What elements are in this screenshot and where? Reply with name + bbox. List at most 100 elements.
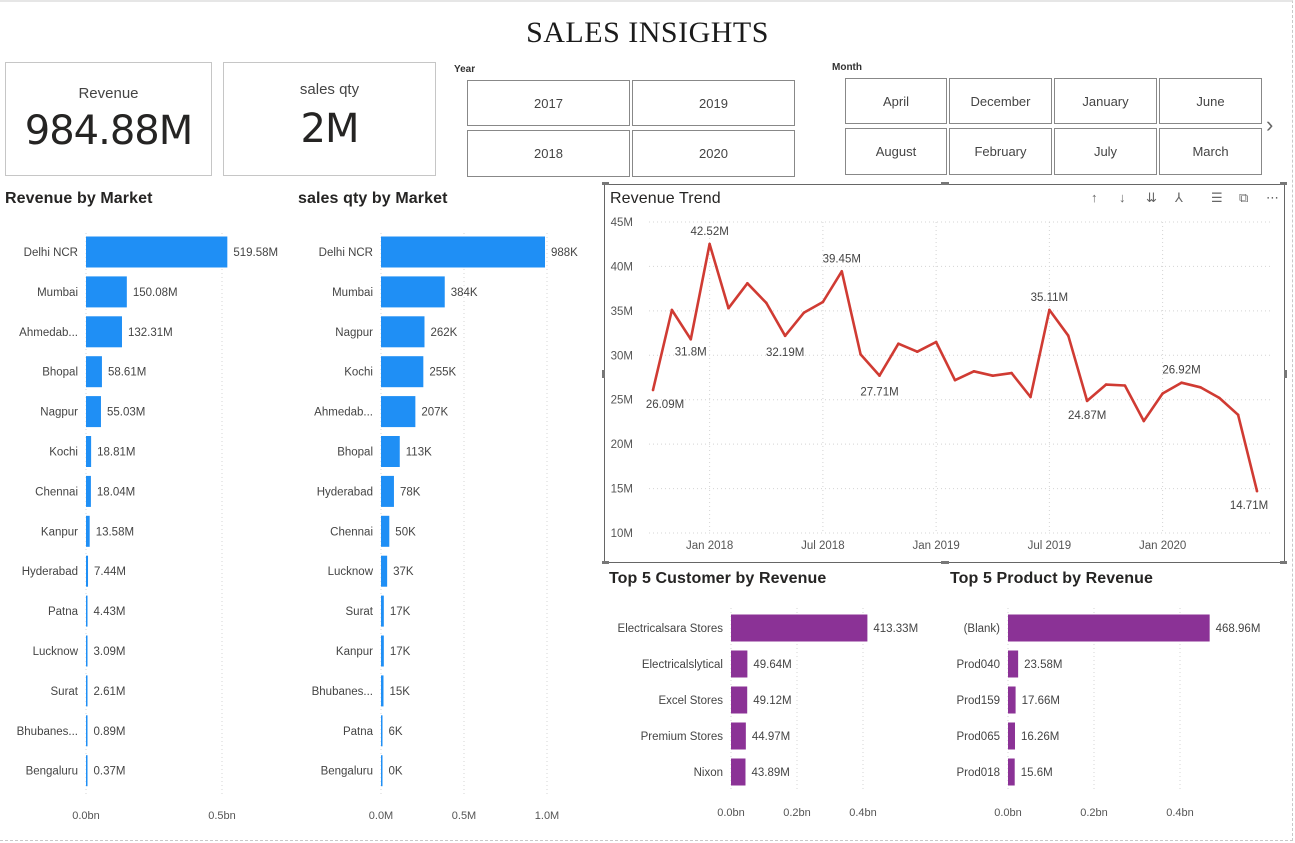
filter-icon[interactable]: ☰ [1211,190,1223,205]
data-point[interactable] [991,374,995,378]
bar[interactable] [731,722,746,750]
bar[interactable] [731,614,868,642]
bar[interactable] [86,515,90,547]
data-point[interactable] [1236,413,1240,417]
bar[interactable] [381,515,390,547]
sales-qty-card[interactable]: sales qty 2M [223,62,436,176]
data-point[interactable] [1142,419,1146,423]
bar[interactable] [381,475,394,507]
data-point[interactable] [783,334,787,338]
month-option-july[interactable]: July [1054,128,1157,175]
month-option-february[interactable]: February [949,128,1052,175]
data-point[interactable] [934,340,938,344]
data-point[interactable] [670,308,674,312]
qty-by-market-chart[interactable]: 0.0M 0.5M 1.0M Delhi NCR 988K Mumbai 384K Nagpu… [290,225,590,825]
data-point[interactable] [1180,381,1183,384]
bar[interactable] [86,715,88,747]
month-option-august[interactable]: August [845,128,947,175]
data-point[interactable] [1104,383,1108,386]
year-option-2019[interactable]: 2019 [632,80,795,126]
bar[interactable] [731,686,748,714]
data-point[interactable] [727,306,730,310]
resize-handle-left[interactable] [602,370,605,378]
focus-mode-icon[interactable]: ⧉ [1239,190,1249,205]
data-point[interactable] [1255,489,1259,493]
bar[interactable] [381,555,388,587]
bar[interactable] [381,635,384,667]
data-point[interactable] [878,374,881,377]
bar[interactable] [381,396,416,428]
bar[interactable] [86,316,122,348]
bar[interactable] [86,595,88,627]
bar[interactable] [381,595,384,627]
month-option-january[interactable]: January [1054,78,1157,124]
bar[interactable] [86,555,89,587]
arrow-down-icon[interactable]: ↓ [1119,190,1126,205]
bar[interactable] [86,475,91,507]
bar[interactable] [86,436,92,467]
bar[interactable] [381,755,383,787]
data-point[interactable] [1085,399,1089,403]
bar[interactable] [86,635,88,667]
bar[interactable] [381,316,425,348]
data-point[interactable] [840,270,844,273]
data-point[interactable] [972,369,976,373]
arrow-up-icon[interactable]: ↑ [1091,190,1098,205]
month-option-december[interactable]: December [949,78,1052,124]
revenue-trend-chart[interactable]: 10M 15M 20M 25M 30M 35M 40M 45M Jan 2018 Jul 2018… [605,210,1283,560]
resize-handle-corner-br[interactable] [1280,561,1287,564]
bar[interactable] [86,396,101,428]
data-point[interactable] [651,388,655,392]
month-option-june[interactable]: June [1159,78,1262,124]
data-point[interactable] [897,342,900,346]
data-point[interactable] [1199,385,1202,389]
bar[interactable] [381,356,424,388]
top5-product-chart[interactable]: 0.0bn 0.2bn 0.4bn (Blank) 468.96M Prod040 23.5… [945,600,1285,830]
data-point[interactable] [1029,395,1032,399]
resize-handle-corner-tl[interactable] [602,182,609,185]
bar[interactable] [381,715,383,747]
resize-handle-corner-tr[interactable] [1280,182,1287,185]
bar[interactable] [1008,650,1019,678]
data-point[interactable] [746,282,749,285]
bar[interactable] [1008,758,1015,786]
data-point[interactable] [821,300,825,304]
more-options-icon[interactable]: ⋯ [1266,190,1279,205]
data-point[interactable] [1048,308,1051,312]
data-point[interactable] [859,353,862,356]
year-option-2017[interactable]: 2017 [467,80,630,126]
bar[interactable] [86,356,102,388]
bar[interactable] [731,758,746,786]
data-point[interactable] [1123,384,1127,387]
bar[interactable] [86,755,88,787]
year-option-2018[interactable]: 2018 [467,130,630,177]
double-arrow-down-icon[interactable]: ⇊ [1146,190,1157,205]
bar[interactable] [381,675,384,707]
bar[interactable] [86,276,127,308]
data-point[interactable] [1066,334,1070,338]
resize-handle-right[interactable] [1284,370,1287,378]
resize-handle-corner-bl[interactable] [602,561,609,564]
month-option-april[interactable]: April [845,78,947,124]
expand-hierarchy-icon[interactable]: ⅄ [1175,190,1183,205]
bar[interactable] [1008,722,1015,750]
data-point[interactable] [764,301,768,305]
data-point[interactable] [689,337,693,341]
revenue-card[interactable]: Revenue 984.88M [5,62,212,176]
year-option-2020[interactable]: 2020 [632,130,795,177]
chevron-right-icon[interactable]: › [1266,112,1274,137]
resize-handle-bottom[interactable] [941,561,949,564]
data-point[interactable] [1161,392,1164,395]
data-point[interactable] [1217,396,1221,400]
data-point[interactable] [708,242,711,246]
bar[interactable] [86,236,228,268]
top5-customer-chart[interactable]: 0.0bn 0.2bn 0.4bn Electricalsara Stores 413.… [600,600,945,830]
resize-handle-top[interactable] [941,182,949,185]
bar[interactable] [381,436,400,467]
bar[interactable] [731,650,748,678]
data-point[interactable] [915,350,919,354]
bar[interactable] [381,276,445,308]
month-option-march[interactable]: March [1159,128,1262,175]
bar[interactable] [1008,686,1016,714]
data-point[interactable] [953,378,957,382]
